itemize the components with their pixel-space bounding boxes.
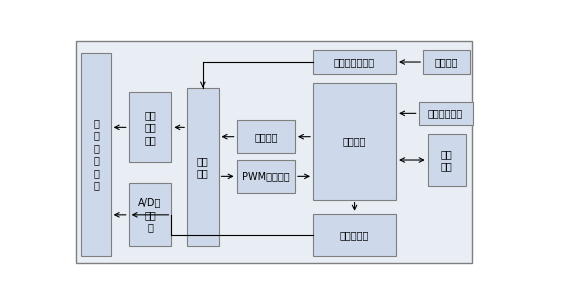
Text: 主
处
理
器
电
路: 主 处 理 器 电 路 — [93, 118, 99, 190]
Bar — [129, 183, 172, 246]
Text: 直流
电机: 直流 电机 — [441, 149, 452, 171]
Bar — [76, 41, 472, 263]
Text: 逻辑
处理
电路: 逻辑 处理 电路 — [144, 110, 156, 145]
Bar — [187, 88, 219, 246]
Text: A/D采
样电
路: A/D采 样电 路 — [139, 198, 162, 232]
Bar — [81, 53, 111, 256]
Bar — [419, 102, 473, 125]
Bar — [129, 92, 172, 162]
Bar — [237, 160, 295, 193]
Bar — [313, 50, 396, 74]
Text: 检测电路: 检测电路 — [254, 132, 278, 142]
Text: PWM输出电路: PWM输出电路 — [242, 171, 289, 181]
Text: 电机电源输入: 电机电源输入 — [428, 108, 463, 118]
Bar — [237, 120, 295, 153]
Bar — [313, 214, 396, 256]
Text: 位置开关: 位置开关 — [435, 57, 458, 67]
Bar — [427, 134, 466, 186]
Text: 驱动电路: 驱动电路 — [343, 136, 367, 146]
Text: 开关量处理电路: 开关量处理电路 — [334, 57, 375, 67]
Bar — [423, 50, 470, 74]
Text: 隔离
电路: 隔离 电路 — [197, 156, 209, 178]
Text: 电流传感器: 电流传感器 — [340, 230, 369, 240]
Bar — [313, 83, 396, 200]
